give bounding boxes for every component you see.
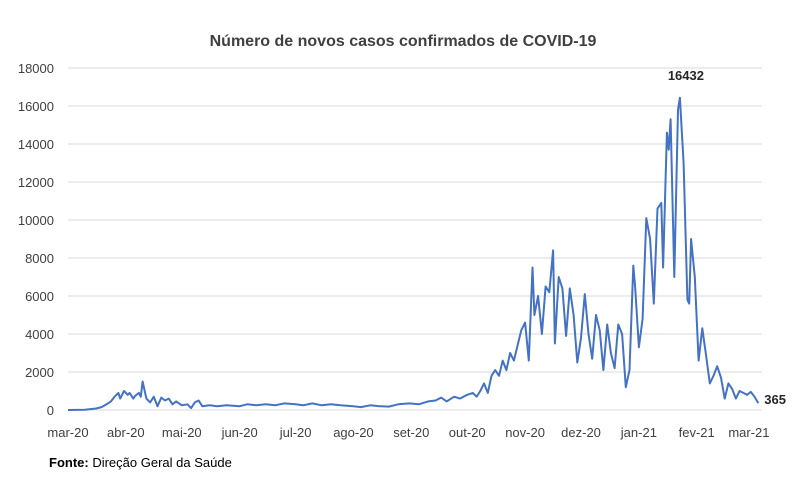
x-tick-label: nov-20 (505, 425, 545, 440)
y-tick-label: 6000 (25, 289, 54, 304)
y-tick-label: 12000 (18, 175, 54, 190)
x-tick-label: out-20 (449, 425, 486, 440)
x-axis-ticks: mar-20 abr-20 mai-20 jun-20 jul-20 ago-20 set-… (47, 425, 769, 440)
y-tick-label: 4000 (25, 327, 54, 342)
chart-title: Número de novos casos confirmados de COV… (210, 33, 597, 50)
peak-label: 16432 (668, 68, 704, 83)
y-tick-label: 18000 (18, 61, 54, 76)
gridlines (68, 67, 762, 411)
source-note: Fonte: Direção Geral da Saúde (49, 455, 232, 470)
x-tick-label: jan-21 (620, 425, 657, 440)
y-tick-label: 10000 (18, 213, 54, 228)
annotations: 16432 365 (668, 68, 786, 407)
last-value-label: 365 (764, 392, 786, 407)
x-tick-label: set-20 (393, 425, 429, 440)
source-text: Direção Geral da Saúde (88, 455, 232, 470)
x-tick-label: mai-20 (162, 425, 202, 440)
y-axis-ticks: 0 2000 4000 6000 8000 10000 12000 14000 16000 180… (18, 61, 54, 418)
y-tick-label: 16000 (18, 99, 54, 114)
x-tick-label: mar-20 (47, 425, 88, 440)
y-tick-label: 14000 (18, 137, 54, 152)
y-tick-label: 0 (47, 403, 54, 418)
x-tick-label: jun-20 (221, 425, 258, 440)
x-tick-label: abr-20 (107, 425, 145, 440)
x-tick-label: ago-20 (333, 425, 373, 440)
x-tick-label: dez-20 (561, 425, 601, 440)
y-tick-label: 8000 (25, 251, 54, 266)
series-line (67, 96, 760, 411)
x-tick-label: fev-21 (679, 425, 715, 440)
x-tick-label: jul-20 (279, 425, 312, 440)
source-label: Fonte: (49, 455, 89, 470)
y-tick-label: 2000 (25, 365, 54, 380)
x-tick-label: mar-21 (728, 425, 769, 440)
